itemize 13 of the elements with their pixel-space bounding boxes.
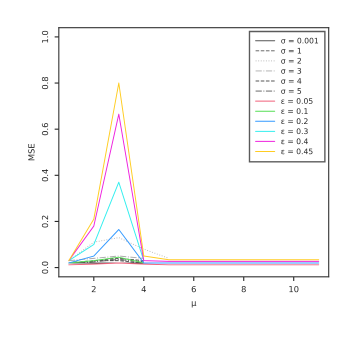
- y-tick-label: 0.6: [42, 123, 48, 136]
- y-tick-label: 1.0: [42, 30, 48, 43]
- y-tick-label: 0.2: [42, 216, 48, 228]
- x-tick-label: 4: [142, 286, 146, 292]
- x-tick-label: 2: [92, 286, 96, 292]
- x-tick-label: 8: [242, 286, 246, 292]
- x-tick-label: 10: [289, 286, 298, 292]
- y-tick-label: 0.4: [42, 169, 48, 182]
- y-axis-title: MSE: [28, 144, 35, 160]
- x-axis-title: μ: [192, 301, 196, 308]
- y-tick-label: 0.0: [42, 262, 48, 274]
- y-tick-label: 0.8: [42, 76, 48, 90]
- x-tick-label: 6: [192, 286, 196, 292]
